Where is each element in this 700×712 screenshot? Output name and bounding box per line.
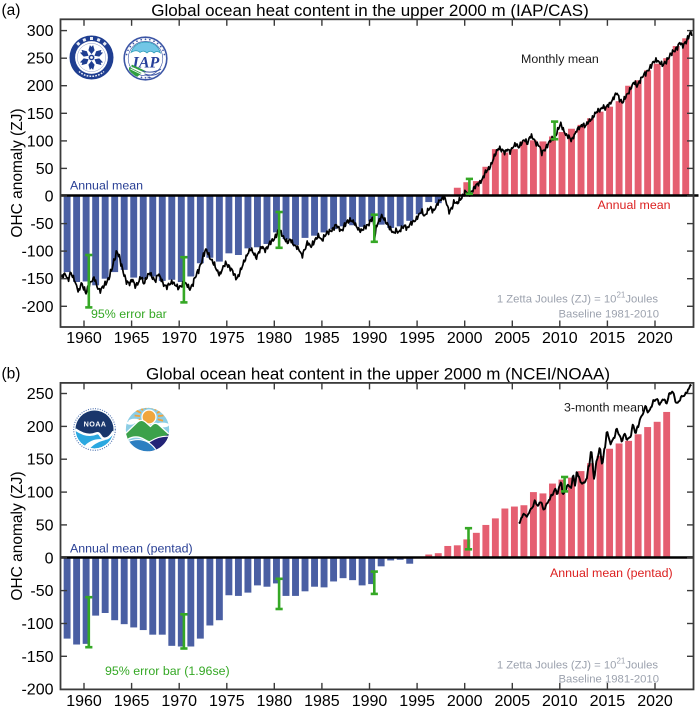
svg-text:IAP: IAP xyxy=(132,55,160,72)
svg-text:1990: 1990 xyxy=(352,330,388,347)
svg-text:1995: 1995 xyxy=(399,693,435,710)
svg-text:-200: -200 xyxy=(21,682,53,699)
svg-text:2005: 2005 xyxy=(495,693,531,710)
svg-text:95% error bar (1.96se): 95% error bar (1.96se) xyxy=(105,664,230,678)
svg-text:(a): (a) xyxy=(2,2,21,19)
svg-text:50: 50 xyxy=(36,517,54,534)
svg-text:2000: 2000 xyxy=(447,693,483,710)
svg-text:200: 200 xyxy=(27,419,54,436)
svg-text:50: 50 xyxy=(36,161,54,178)
svg-text:300: 300 xyxy=(27,23,54,40)
svg-text:1975: 1975 xyxy=(209,330,245,347)
svg-text:1970: 1970 xyxy=(161,330,197,347)
svg-text:(b): (b) xyxy=(2,366,21,383)
svg-text:150: 150 xyxy=(27,452,54,469)
svg-text:1985: 1985 xyxy=(304,693,340,710)
svg-text:2010: 2010 xyxy=(542,330,578,347)
svg-text:2020: 2020 xyxy=(637,330,673,347)
svg-text:1965: 1965 xyxy=(114,330,150,347)
svg-text:1975: 1975 xyxy=(209,693,245,710)
svg-text:-50: -50 xyxy=(30,583,53,600)
svg-text:Monthly mean: Monthly mean xyxy=(521,52,599,66)
svg-text:-50: -50 xyxy=(30,216,53,233)
svg-text:0: 0 xyxy=(45,550,54,567)
svg-text:Annual mean: Annual mean xyxy=(70,179,143,193)
svg-text:150: 150 xyxy=(27,106,54,123)
svg-text:Global ocean heat content in t: Global ocean heat content in the upper 2… xyxy=(146,365,610,384)
svg-text:200: 200 xyxy=(27,78,54,95)
svg-text:100: 100 xyxy=(27,133,54,150)
svg-text:1 Zetta Joules (ZJ) = 1021Joul: 1 Zetta Joules (ZJ) = 1021Joules xyxy=(497,291,659,306)
svg-text:Global ocean heat content in t: Global ocean heat content in the upper 2… xyxy=(151,1,589,20)
svg-text:OHC anomaly (ZJ): OHC anomaly (ZJ) xyxy=(9,471,26,600)
svg-text:1960: 1960 xyxy=(66,693,102,710)
svg-text:-150: -150 xyxy=(21,649,53,666)
svg-text:95% error bar: 95% error bar xyxy=(91,307,167,321)
svg-text:1995: 1995 xyxy=(399,330,435,347)
svg-text:-150: -150 xyxy=(21,271,53,288)
svg-text:2020: 2020 xyxy=(637,693,673,710)
svg-text:1980: 1980 xyxy=(257,330,293,347)
svg-text:-200: -200 xyxy=(21,299,53,316)
svg-text:3-month mean: 3-month mean xyxy=(564,401,644,415)
svg-text:2015: 2015 xyxy=(590,693,626,710)
svg-text:-100: -100 xyxy=(21,244,53,261)
svg-text:Annual mean: Annual mean xyxy=(598,198,671,212)
svg-text:Annual mean (pentad): Annual mean (pentad) xyxy=(550,566,673,580)
svg-text:0: 0 xyxy=(45,189,54,206)
svg-text:2005: 2005 xyxy=(495,330,531,347)
svg-text:1985: 1985 xyxy=(304,330,340,347)
svg-text:2010: 2010 xyxy=(542,693,578,710)
svg-text:1 Zetta Joules (ZJ) = 1021Joul: 1 Zetta Joules (ZJ) = 1021Joules xyxy=(497,657,659,672)
svg-text:2015: 2015 xyxy=(590,330,626,347)
svg-text:1965: 1965 xyxy=(114,693,150,710)
svg-text:1990: 1990 xyxy=(352,693,388,710)
svg-text:Baseline 1981-2010: Baseline 1981-2010 xyxy=(559,309,660,321)
svg-text:-100: -100 xyxy=(21,616,53,633)
svg-text:1980: 1980 xyxy=(257,693,293,710)
svg-text:2000: 2000 xyxy=(447,330,483,347)
svg-text:250: 250 xyxy=(27,51,54,68)
svg-text:1960: 1960 xyxy=(66,330,102,347)
svg-text:Annual mean (pentad): Annual mean (pentad) xyxy=(70,542,193,556)
svg-text:250: 250 xyxy=(27,386,54,403)
svg-text:Baseline 1981-2010: Baseline 1981-2010 xyxy=(559,674,660,686)
svg-text:1970: 1970 xyxy=(161,693,197,710)
svg-text:100: 100 xyxy=(27,485,54,502)
svg-text:OHC anomaly (ZJ): OHC anomaly (ZJ) xyxy=(9,108,26,237)
svg-text:NOAA: NOAA xyxy=(84,420,107,429)
